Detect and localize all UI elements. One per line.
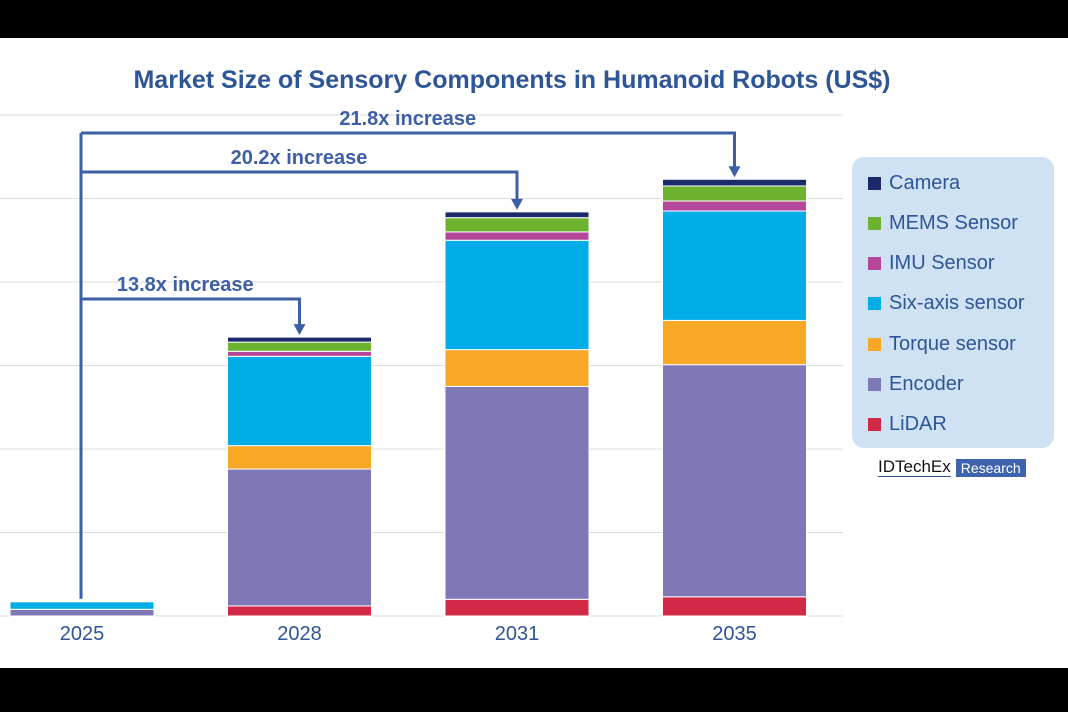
logo-name: IDTechEx	[878, 457, 951, 477]
bar-segment-imu-sensor	[444, 231, 590, 241]
bar-segment-lidar	[444, 598, 590, 617]
legend-swatch	[868, 418, 881, 432]
annotation-label: 20.2x increase	[231, 147, 368, 169]
bar-segment-encoder	[9, 608, 155, 617]
annotation-arrowhead	[293, 324, 306, 336]
annotation-label: 21.8x increase	[339, 108, 476, 130]
legend-item: IMU Sensor	[868, 252, 995, 276]
bar-segment-mems-sensor	[662, 185, 807, 202]
x-tick-label: 2028	[277, 623, 322, 645]
legend-item: Six-axis sensor	[868, 292, 1025, 316]
bar-segment-mems-sensor	[227, 341, 372, 352]
bar-segment-lidar	[227, 605, 372, 617]
legend-item: Encoder	[868, 373, 964, 397]
bar-segment-encoder	[444, 385, 590, 600]
bar-segment-camera	[444, 211, 590, 219]
chart-canvas: 2025 2028 2031 2035 13.8x increase 20.2x incr…	[0, 38, 1068, 668]
annotation-arrowhead	[511, 198, 523, 210]
annotation-connector	[81, 170, 519, 200]
legend-label: LiDAR	[889, 413, 947, 436]
bar-segment-camera	[227, 336, 372, 343]
annotation-arrowhead	[728, 166, 741, 178]
legend-item: Camera	[868, 171, 960, 195]
legend-swatch	[868, 297, 881, 311]
legend-label: MEMS Sensor	[889, 211, 1018, 234]
bar-segment-imu-sensor	[662, 200, 807, 212]
legend-item: MEMS Sensor	[868, 211, 1018, 235]
bar-segment-six-axis-sensor	[227, 355, 372, 447]
legend-swatch	[868, 337, 881, 351]
annotation-label: 13.8x increase	[117, 274, 254, 296]
x-tick-label: 2035	[712, 623, 757, 645]
legend: Camera MEMS Sensor IMU Sensor Six-axis sens…	[852, 157, 1054, 448]
bar-segment-imu-sensor	[227, 350, 372, 357]
legend-label: IMU Sensor	[889, 252, 995, 275]
bar-segment-six-axis-sensor	[662, 210, 807, 321]
bar-segment-torque-sensor	[444, 349, 590, 387]
legend-label: Encoder	[889, 373, 964, 395]
bar-segment-camera	[662, 178, 807, 187]
x-tick-label: 2025	[60, 623, 105, 645]
bar-segment-torque-sensor	[227, 445, 372, 470]
bar-segment-encoder	[227, 468, 372, 607]
legend-item: Torque sensor	[868, 332, 1016, 356]
bar-segment-six-axis-sensor	[9, 601, 155, 610]
logo-tag: Research	[955, 458, 1026, 477]
legend-swatch	[868, 176, 881, 190]
legend-swatch	[868, 257, 881, 271]
chart-title: Market Size of Sensory Components in Hum…	[133, 66, 891, 94]
bar-segment-mems-sensor	[444, 217, 590, 233]
annotation-connector	[81, 297, 301, 326]
x-tick-label: 2031	[495, 623, 540, 645]
bar-segment-lidar	[662, 596, 807, 617]
bar-segment-encoder	[662, 364, 807, 598]
legend-swatch	[868, 216, 881, 230]
bar-segment-torque-sensor	[662, 319, 807, 366]
idtechex-logo: IDTechEx Research	[878, 458, 1026, 477]
bar-segment-six-axis-sensor	[444, 239, 590, 351]
chart-svg: 2025 2028 2031 2035 13.8x increase 20.2x incr…	[0, 108, 843, 645]
annotation-connector	[81, 131, 736, 168]
legend-item: LiDAR	[868, 413, 947, 437]
legend-label: Torque sensor	[889, 332, 1016, 355]
legend-label: Camera	[889, 171, 961, 194]
legend-label: Six-axis sensor	[889, 292, 1025, 315]
legend-swatch	[868, 378, 881, 391]
